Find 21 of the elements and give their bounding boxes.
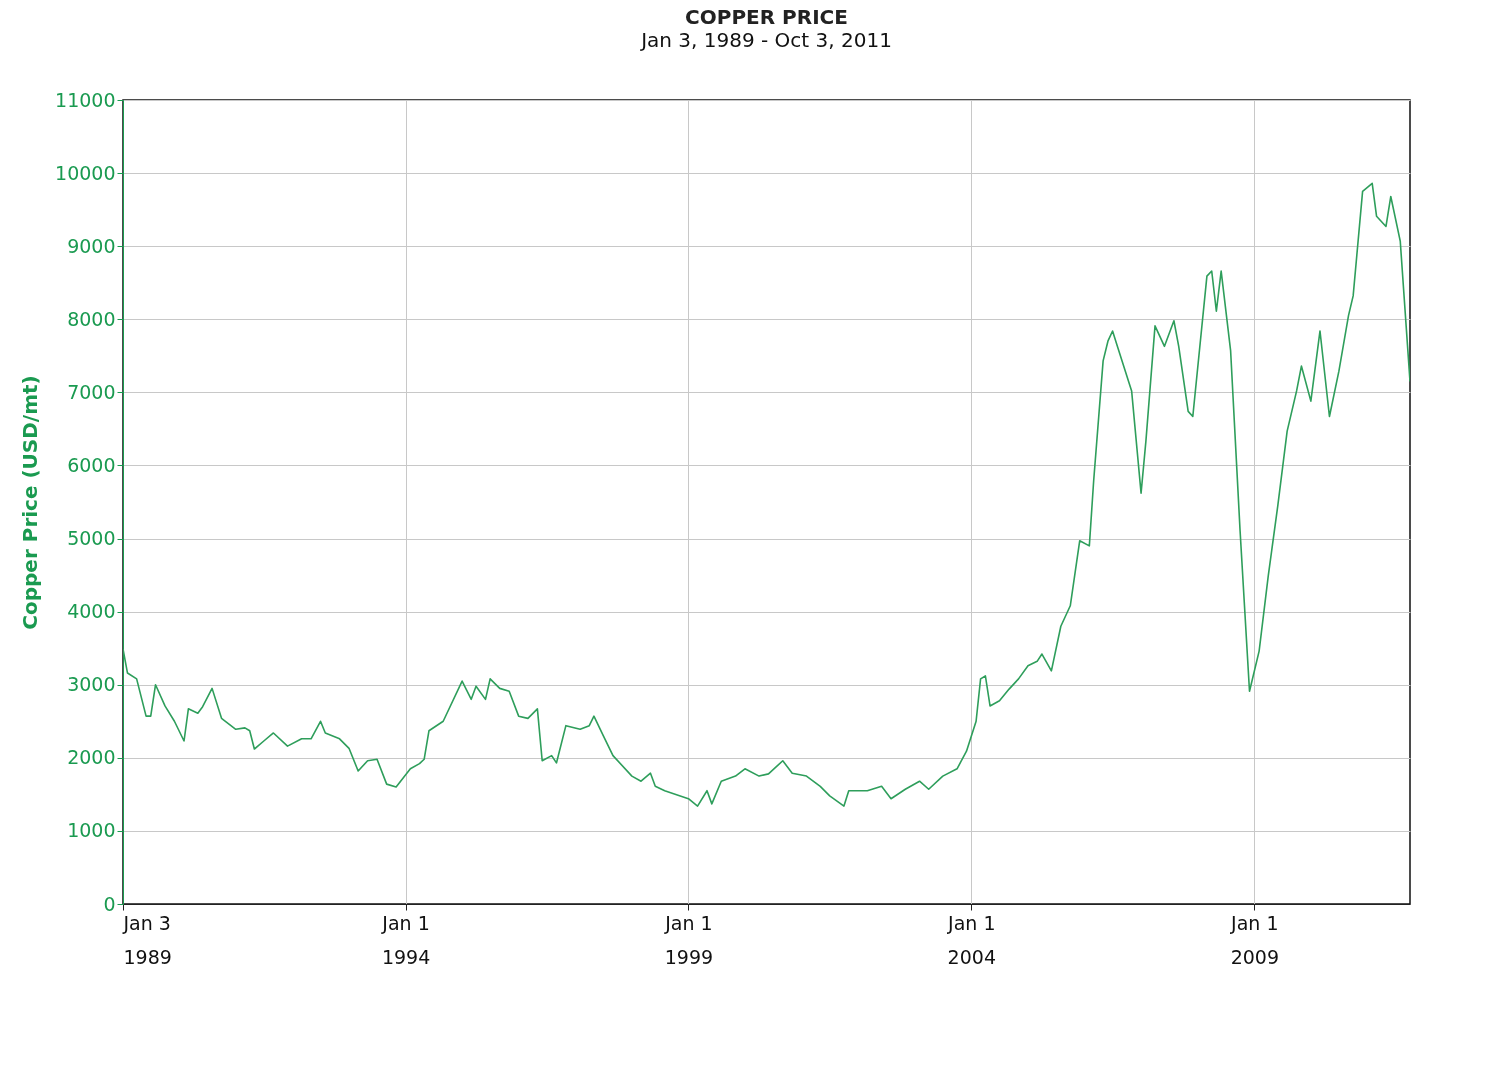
y-tick-label: 3000 (67, 673, 116, 696)
x-tick-label: Jan 3 1989 (122, 911, 172, 968)
y-axis-title: Copper Price (USD/mt) (18, 375, 43, 630)
y-tick-label: 9000 (67, 234, 116, 257)
y-tick-label: 8000 (67, 307, 116, 330)
chart-subtitle: Jan 3, 1989 - Oct 3, 2011 (639, 28, 892, 52)
y-tick-label: 7000 (67, 380, 116, 403)
x-tick-label: Jan 1 1994 (381, 911, 431, 968)
chart-title: COPPER PRICE (685, 5, 848, 29)
y-tick-label: 11000 (55, 88, 116, 111)
y-tick-label: 0 (103, 892, 116, 915)
x-tick-label: Jan 1 1999 (664, 911, 714, 968)
x-tick-label: Jan 1 2004 (947, 911, 996, 968)
y-tick-label: 6000 (67, 453, 116, 476)
y-tick-label: 1000 (67, 819, 116, 842)
line-series (123, 182, 1410, 807)
y-tick-label: 4000 (67, 600, 116, 623)
y-tick-label: 2000 (67, 746, 116, 769)
y-tick-label: 5000 (67, 527, 116, 550)
y-tick-label: 10000 (55, 161, 116, 184)
x-tick-label: Jan 1 2009 (1230, 911, 1279, 968)
